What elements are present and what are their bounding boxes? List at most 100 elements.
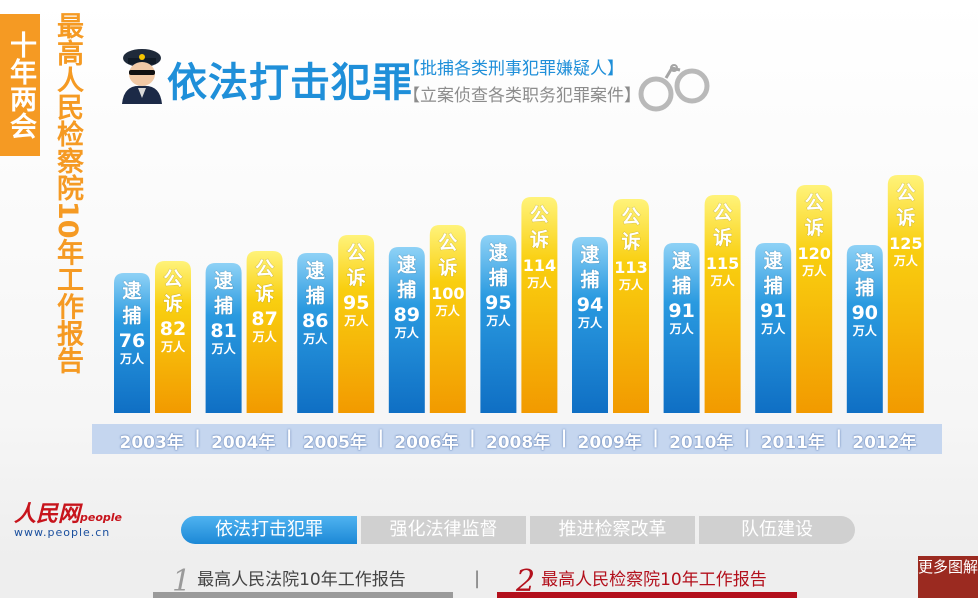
unit-label-arrest-0: 万人 (119, 351, 145, 366)
bar-series-name-prosecution-4-0: 公 (530, 204, 549, 226)
bar-prosecution-8 (887, 175, 924, 413)
bar-series-name-arrest-1-0: 逮 (214, 269, 234, 292)
bar-series-name-prosecution-3-1: 诉 (438, 256, 457, 279)
data-label-arrest-5: 94 (577, 294, 603, 316)
footer: 1 最高人民法院10年工作报告 | 2 最高人民检察院10年工作报告 更多图解 (0, 556, 978, 599)
bar-prosecution-6 (704, 195, 741, 413)
data-label-arrest-6: 91 (668, 300, 694, 322)
data-label-arrest-1: 81 (210, 320, 236, 342)
x-axis-band (92, 424, 942, 454)
bar-series-name-prosecution-8-0: 公 (896, 182, 915, 204)
bar-series-name-prosecution-6-0: 公 (713, 202, 732, 224)
unit-label-arrest-7: 万人 (760, 321, 786, 336)
report-procuratorate-num: 2 (516, 564, 536, 599)
subtitle-cases: 【立案侦查各类职务犯罪案件】 (403, 86, 641, 106)
unit-label-prosecution-4: 万人 (526, 275, 552, 290)
bar-series-name-arrest-0-0: 逮 (122, 279, 142, 302)
bar-prosecution-5 (613, 199, 649, 413)
unit-label-prosecution-6: 万人 (710, 273, 736, 288)
unit-label-arrest-1: 万人 (211, 341, 237, 356)
data-label-prosecution-6: 115 (706, 254, 739, 273)
x-tick-separator-3: | (469, 427, 476, 448)
unit-label-arrest-8: 万人 (852, 323, 878, 338)
x-tick-separator-6: | (743, 427, 751, 448)
bar-series-name-prosecution-0-1: 诉 (163, 292, 182, 315)
data-label-prosecution-7: 120 (797, 244, 830, 263)
bar-series-name-arrest-6-1: 捕 (672, 274, 691, 297)
data-label-prosecution-5: 113 (614, 258, 647, 277)
data-label-prosecution-1: 87 (251, 308, 277, 330)
bar-arrest-3 (388, 247, 425, 413)
topic-tabs: 依法打击犯罪 强化法律监督 推进检察改革 队伍建设 (181, 516, 855, 544)
unit-label-arrest-3: 万人 (394, 325, 420, 340)
data-label-prosecution-8: 125 (889, 234, 922, 253)
bar-series-name-arrest-7-1: 捕 (764, 274, 783, 297)
bar-arrest-2 (297, 253, 334, 413)
unit-label-prosecution-8: 万人 (893, 253, 919, 268)
bar-arrest-5 (572, 237, 608, 413)
bar-series-name-arrest-4-1: 捕 (489, 266, 508, 289)
unit-label-prosecution-3: 万人 (435, 303, 461, 318)
x-tick-separator-0: | (194, 427, 201, 448)
bar-prosecution-2 (338, 235, 375, 413)
tab-team[interactable]: 队伍建设 (699, 516, 855, 544)
x-axis-labels: 2003年 | 2004年 | 2005年 | 2006年 | 2008年 | 2009年 | 2010… (92, 424, 942, 454)
tab-crime[interactable]: 依法打击犯罪 (181, 516, 357, 544)
report-procuratorate-link[interactable]: 2 最高人民检察院10年工作报告 (516, 564, 767, 599)
x-tick-label-5: 2009年 (577, 433, 642, 453)
logo-sub: people (80, 511, 123, 524)
x-tick-separator-7: | (835, 427, 843, 448)
bar-series-name-prosecution-5-1: 诉 (621, 230, 640, 253)
report-procuratorate-label: 最高人民检察院10年工作报告 (541, 570, 767, 590)
data-label-arrest-3: 89 (394, 304, 420, 326)
unit-label-prosecution-7: 万人 (801, 263, 827, 278)
more-infographics-button[interactable]: 更多图解 (918, 556, 978, 598)
bar-series-name-prosecution-6-1: 诉 (713, 226, 732, 249)
footer-separator: | (474, 568, 481, 589)
tab-reform[interactable]: 推进检察改革 (530, 516, 695, 544)
data-label-arrest-2: 86 (302, 310, 328, 332)
x-tick-label-3: 2006年 (394, 433, 459, 453)
x-tick-label-7: 2011年 (760, 433, 826, 453)
data-label-arrest-4: 95 (485, 292, 511, 314)
logo-url: www.people.cn (14, 526, 111, 539)
x-tick-separator-4: | (560, 427, 568, 448)
x-tick-label-4: 2008年 (485, 433, 551, 453)
data-label-prosecution-3: 100 (431, 284, 464, 303)
bar-series-name-prosecution-1-1: 诉 (255, 282, 274, 305)
report-court-num: 1 (172, 564, 192, 599)
side-tag: 十年两会 (0, 14, 40, 156)
report-court-label: 最高人民法院10年工作报告 (197, 570, 406, 590)
people-logo[interactable]: 人民网people www.people.cn (14, 496, 122, 539)
data-label-prosecution-2: 95 (343, 292, 369, 314)
unit-label-prosecution-0: 万人 (160, 339, 186, 354)
bar-series-name-prosecution-1-0: 公 (255, 258, 274, 280)
unit-label-prosecution-5: 万人 (618, 277, 644, 292)
unit-label-prosecution-2: 万人 (343, 313, 369, 328)
bar-series-name-prosecution-2-0: 公 (347, 242, 366, 264)
bar-series-name-arrest-2-1: 捕 (306, 284, 325, 307)
unit-label-prosecution-1: 万人 (252, 329, 278, 344)
logo-mark: 人民网 (14, 501, 81, 527)
bar-series-name-prosecution-8-1: 诉 (896, 206, 915, 229)
bar-arrest-1 (205, 263, 242, 413)
bar-series-name-prosecution-2-1: 诉 (347, 266, 366, 289)
subtitle-arrests: 【批捕各类刑事犯罪嫌疑人】 (403, 59, 624, 79)
bar-series-name-arrest-8-0: 逮 (855, 251, 875, 274)
x-tick-separator-1: | (285, 427, 293, 448)
data-label-prosecution-0: 82 (160, 318, 186, 340)
bar-series-name-arrest-3-1: 捕 (397, 278, 416, 301)
report-court-underline (153, 592, 453, 598)
bar-series-name-arrest-5-0: 逮 (580, 243, 600, 266)
x-tick-label-1: 2004年 (211, 433, 276, 453)
bar-prosecution-7 (796, 185, 833, 413)
tab-supervision[interactable]: 强化法律监督 (361, 516, 526, 544)
report-court-link[interactable]: 1 最高人民法院10年工作报告 (172, 564, 406, 599)
bar-prosecution-0 (155, 261, 191, 413)
unit-label-arrest-4: 万人 (485, 313, 511, 328)
bar-series-name-arrest-7-0: 逮 (764, 249, 784, 272)
unit-label-arrest-6: 万人 (669, 321, 695, 336)
bar-series-name-arrest-8-1: 捕 (855, 276, 874, 299)
x-tick-separator-2: | (377, 427, 385, 448)
